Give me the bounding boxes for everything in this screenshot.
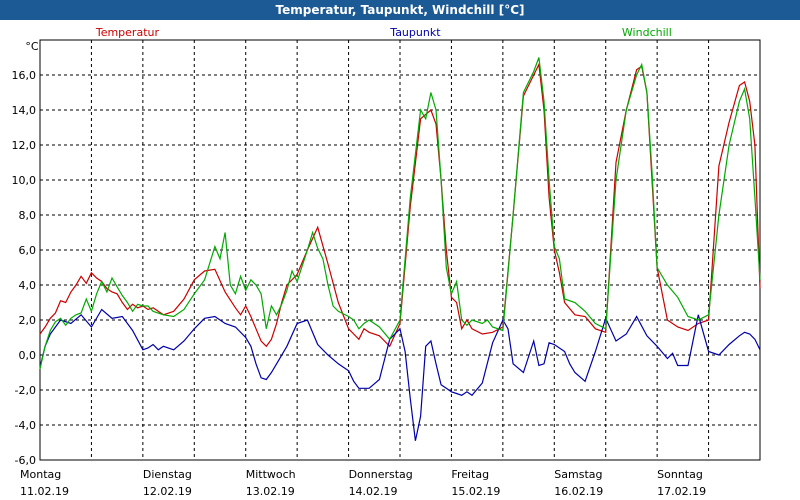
y-tick-label: 10,0 (12, 174, 37, 187)
legend-entry-temperatur: Temperatur (95, 26, 160, 39)
series-line-temperatur (39, 62, 761, 348)
y-tick-label: -2,0 (15, 384, 36, 397)
x-date-label: 17.02.19 (657, 485, 706, 498)
y-tick-label: -4,0 (15, 419, 36, 432)
x-day-label: Montag (20, 468, 61, 481)
legend-entry-windchill: Windchill (622, 26, 672, 39)
x-date-label: 16.02.19 (554, 485, 603, 498)
x-day-label: Dienstag (143, 468, 192, 481)
chart-title: Temperatur, Taupunkt, Windchill [°C] (0, 0, 800, 20)
y-tick-label: 4,0 (19, 279, 37, 292)
y-tick-label: 12,0 (12, 139, 37, 152)
y-tick-label: 8,0 (19, 209, 37, 222)
x-day-label: Mittwoch (246, 468, 296, 481)
y-tick-label: -6,0 (15, 454, 36, 467)
x-day-label: Samstag (554, 468, 602, 481)
y-tick-label: 0,0 (19, 349, 37, 362)
x-day-label: Sonntag (657, 468, 703, 481)
x-day-label: Freitag (451, 468, 489, 481)
y-tick-label: 14,0 (12, 104, 37, 117)
x-date-label: 15.02.19 (451, 485, 500, 498)
x-date-label: 13.02.19 (246, 485, 295, 498)
y-tick-label: 2,0 (19, 314, 37, 327)
x-date-label: 14.02.19 (349, 485, 398, 498)
y-axis-label: °C (25, 40, 39, 53)
legend-entry-taupunkt: Taupunkt (389, 26, 441, 39)
series-line-taupunkt (39, 308, 761, 441)
y-tick-label: 6,0 (19, 244, 37, 257)
series-line-windchill (39, 57, 761, 370)
y-tick-label: 16,0 (12, 69, 37, 82)
chart-area: -6,0 -4,0 -2,0 0,0 2,0 4,0 6,0 8,0 10,0 12,0 14,0 1… (12, 26, 761, 498)
x-day-label: Donnerstag (349, 468, 413, 481)
x-date-label: 12.02.19 (143, 485, 192, 498)
x-date-label: 11.02.19 (20, 485, 69, 498)
